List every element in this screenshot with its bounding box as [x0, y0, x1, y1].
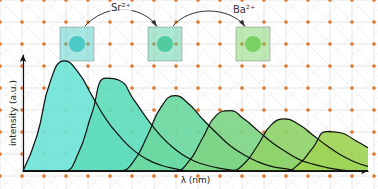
- svg-text:λ (nm): λ (nm): [181, 175, 211, 185]
- svg-text:intensity (a.u.): intensity (a.u.): [8, 80, 18, 146]
- svg-text:Sr²⁺: Sr²⁺: [111, 2, 131, 13]
- svg-text:Ba²⁺: Ba²⁺: [233, 4, 255, 15]
